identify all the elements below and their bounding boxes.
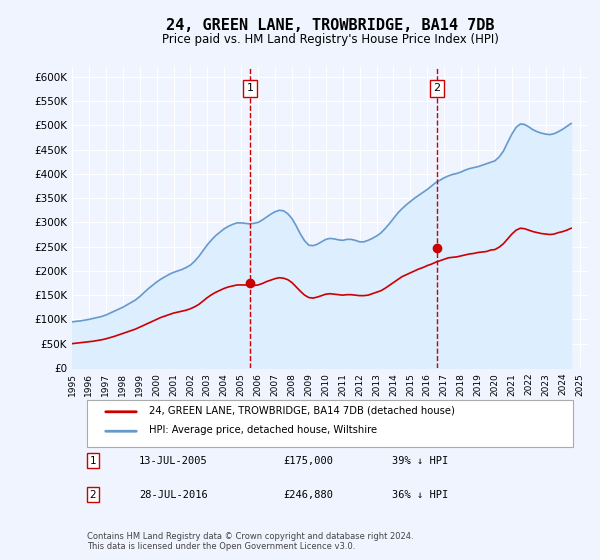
Text: 24, GREEN LANE, TROWBRIDGE, BA14 7DB (detached house): 24, GREEN LANE, TROWBRIDGE, BA14 7DB (de… (149, 406, 455, 416)
Text: 39% ↓ HPI: 39% ↓ HPI (392, 456, 448, 466)
Text: 36% ↓ HPI: 36% ↓ HPI (392, 489, 448, 500)
Text: Contains HM Land Registry data © Crown copyright and database right 2024.
This d: Contains HM Land Registry data © Crown c… (88, 532, 414, 551)
Text: Price paid vs. HM Land Registry's House Price Index (HPI): Price paid vs. HM Land Registry's House … (161, 32, 499, 46)
Text: 24, GREEN LANE, TROWBRIDGE, BA14 7DB: 24, GREEN LANE, TROWBRIDGE, BA14 7DB (166, 18, 494, 32)
Text: 1: 1 (89, 456, 96, 466)
Text: HPI: Average price, detached house, Wiltshire: HPI: Average price, detached house, Wilt… (149, 426, 377, 435)
FancyBboxPatch shape (88, 400, 572, 447)
Text: 28-JUL-2016: 28-JUL-2016 (139, 489, 208, 500)
Text: 2: 2 (89, 489, 96, 500)
Text: 1: 1 (247, 83, 254, 94)
Text: £175,000: £175,000 (284, 456, 334, 466)
Text: £246,880: £246,880 (284, 489, 334, 500)
Text: 2: 2 (433, 83, 440, 94)
Text: 13-JUL-2005: 13-JUL-2005 (139, 456, 208, 466)
